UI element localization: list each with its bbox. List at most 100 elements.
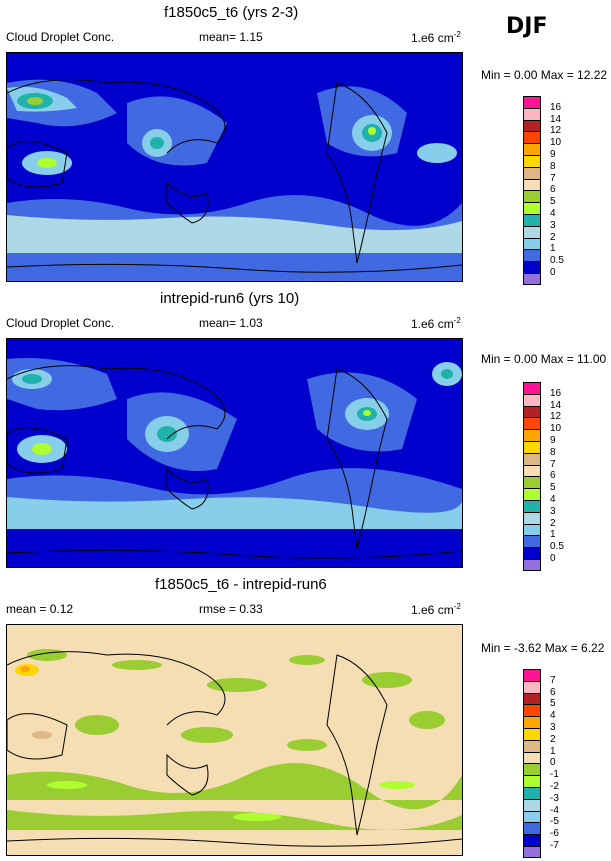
colorbar-swatch — [523, 107, 541, 120]
colorbar-swatch — [523, 131, 541, 144]
colorbar-swatch — [523, 680, 541, 693]
colorbar-tick-label: 2 — [550, 517, 556, 529]
colorbar-swatch — [523, 154, 541, 167]
colorbar-swatch — [523, 499, 541, 512]
colorbar-swatch — [523, 669, 541, 681]
colorbar-tick-label: 10 — [550, 423, 562, 435]
colorbar-tick-label: 1 — [550, 745, 556, 757]
colorbar-tick-label: 3 — [550, 505, 556, 517]
colorbar-swatch — [523, 775, 541, 787]
panel-3-colorbar — [523, 669, 541, 858]
colorbar-tick-label: 5 — [550, 482, 556, 494]
colorbar-tick-label: 14 — [550, 399, 562, 411]
colorbar-swatch — [523, 405, 541, 418]
colorbar-tick-label: 0 — [550, 267, 556, 278]
colorbar-swatch — [523, 692, 541, 705]
colorbar-tick-label: -7 — [550, 840, 559, 851]
colorbar-swatch — [523, 213, 541, 226]
colorbar-tick-label: 6 — [550, 184, 556, 196]
panel-3-rmse-label: rmse = 0.33 — [199, 602, 263, 616]
colorbar-tick-label: 8 — [550, 160, 556, 172]
colorbar-swatch — [523, 96, 541, 108]
colorbar-tick-label: 3 — [550, 722, 556, 733]
colorbar-tick-label: 0 — [550, 757, 556, 769]
colorbar-tick-label: 4 — [550, 494, 556, 505]
panel-2-units: 1.e6 cm-2 — [411, 316, 461, 331]
colorbar-swatch — [523, 261, 541, 273]
colorbar-swatch — [523, 523, 541, 536]
colorbar-tick-label: 9 — [550, 435, 556, 446]
colorbar-swatch — [523, 119, 541, 132]
colorbar-swatch — [523, 440, 541, 453]
colorbar-swatch — [523, 476, 541, 489]
colorbar-tick-label: 12 — [550, 411, 562, 423]
panel-1-variable-label: Cloud Droplet Conc. — [6, 30, 115, 44]
colorbar-tick-label: 4 — [550, 710, 556, 722]
colorbar-swatch — [523, 535, 541, 548]
season-label: DJF — [506, 14, 548, 39]
colorbar-tick-label: -6 — [550, 828, 559, 840]
colorbar-tick-label: 9 — [550, 149, 556, 160]
panel-3-mean-label: mean = 0.12 — [6, 602, 74, 616]
colorbar-swatch — [523, 190, 541, 203]
colorbar-tick-label: 6 — [550, 470, 556, 482]
panel-3-map — [6, 624, 463, 856]
colorbar-tick-label: 5 — [550, 196, 556, 208]
panel-1-mean-label: mean= 1.15 — [199, 30, 263, 44]
panel-2-colorbar — [523, 382, 541, 571]
panel-3-map-svg — [7, 625, 462, 855]
colorbar-tick-label: 7 — [550, 458, 556, 470]
colorbar-swatch — [523, 225, 541, 238]
colorbar-tick-label: 8 — [550, 446, 556, 458]
colorbar-tick-label: 6 — [550, 686, 556, 698]
colorbar-swatch — [523, 511, 541, 524]
colorbar-swatch — [523, 382, 541, 394]
colorbar-tick-label: 5 — [550, 698, 556, 710]
colorbar-swatch — [523, 417, 541, 430]
colorbar-swatch — [523, 272, 541, 285]
colorbar-swatch — [523, 452, 541, 465]
colorbar-tick-label: 4 — [550, 208, 556, 219]
colorbar-tick-label: 0 — [550, 553, 556, 564]
colorbar-tick-label: 10 — [550, 137, 562, 149]
colorbar-swatch — [523, 429, 541, 441]
colorbar-tick-label: -5 — [550, 816, 559, 828]
colorbar-swatch — [523, 834, 541, 846]
panel-2-mean-label: mean= 1.03 — [199, 316, 263, 330]
colorbar-swatch — [523, 143, 541, 155]
panel-1-map-svg — [7, 53, 462, 281]
colorbar-swatch — [523, 751, 541, 764]
panel-3-units: 1.e6 cm-2 — [411, 602, 461, 617]
colorbar-swatch — [523, 798, 541, 811]
panel-1-units: 1.e6 cm-2 — [411, 30, 461, 45]
panel-1-map — [6, 52, 463, 282]
colorbar-swatch — [523, 393, 541, 406]
colorbar-swatch — [523, 716, 541, 728]
colorbar-swatch — [523, 202, 541, 214]
panel-1-title: f1850c5_t6 (yrs 2-3) — [164, 4, 299, 21]
colorbar-swatch — [523, 237, 541, 250]
colorbar-swatch — [523, 739, 541, 752]
panel-1-colorbar — [523, 96, 541, 285]
colorbar-tick-label: 12 — [550, 125, 562, 137]
colorbar-tick-label: 7 — [550, 172, 556, 184]
colorbar-tick-label: -2 — [550, 781, 559, 792]
colorbar-swatch — [523, 786, 541, 799]
colorbar-tick-label: 2 — [550, 231, 556, 243]
colorbar-swatch — [523, 488, 541, 500]
colorbar-tick-label: -4 — [550, 804, 559, 816]
colorbar-swatch — [523, 249, 541, 262]
colorbar-tick-label: 14 — [550, 113, 562, 125]
colorbar-tick-label: 16 — [550, 101, 562, 113]
colorbar-swatch — [523, 810, 541, 823]
colorbar-swatch — [523, 845, 541, 858]
colorbar-tick-label: 1 — [550, 529, 556, 541]
colorbar-tick-label: 7 — [550, 674, 556, 686]
colorbar-tick-label: -1 — [550, 769, 559, 781]
panel-2-map-svg — [7, 339, 462, 567]
colorbar-tick-label: 0.5 — [550, 541, 564, 553]
colorbar-swatch — [523, 166, 541, 179]
panel-3-title: f1850c5_t6 - intrepid-run6 — [155, 576, 327, 593]
panel-2-minmax: Min = 0.00 Max = 11.00 — [481, 352, 607, 366]
colorbar-tick-label: -3 — [550, 792, 559, 804]
